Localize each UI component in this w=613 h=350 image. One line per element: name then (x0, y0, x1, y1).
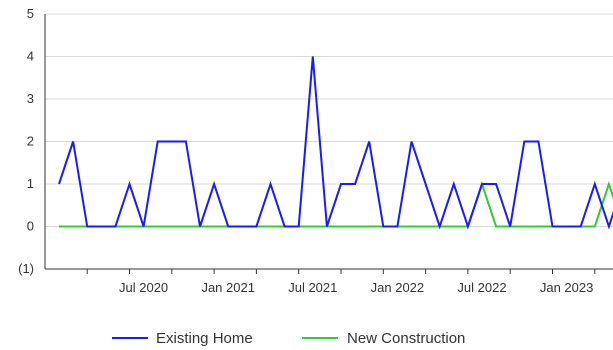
x-tick-label: Jan 2022 (371, 280, 425, 295)
y-tick-label: 0 (27, 219, 34, 234)
x-tick-label: Jul 2022 (457, 280, 506, 295)
series-line-new-construction (59, 180, 613, 228)
legend-label: Existing Home (156, 330, 253, 347)
x-tick-label: Jul 2020 (119, 280, 168, 295)
y-tick-label: 2 (27, 134, 34, 149)
x-tick-label: Jan 2021 (201, 280, 255, 295)
legend: Existing Home New Construction (112, 330, 465, 347)
y-tick-label: 3 (27, 91, 34, 106)
series-lines (58, 56, 613, 230)
y-tick-label: 5 (27, 6, 34, 21)
y-axis-ticks: 5 4 3 2 1 0 (1) (18, 6, 34, 276)
x-tick-label: Jan 2023 (540, 280, 594, 295)
series-line-existing-home (58, 56, 613, 230)
x-axis-ticks: Jul 2020 Jan 2021 Jul 2021 Jan 2022 Jul 2022… (86, 269, 596, 295)
y-tick-label: (1) (18, 261, 34, 276)
y-tick-label: 4 (27, 49, 34, 64)
y-tick-label: 1 (27, 176, 34, 191)
x-tick-label: Jul 2021 (288, 280, 337, 295)
legend-label: New Construction (347, 330, 465, 347)
axes (44, 14, 613, 270)
